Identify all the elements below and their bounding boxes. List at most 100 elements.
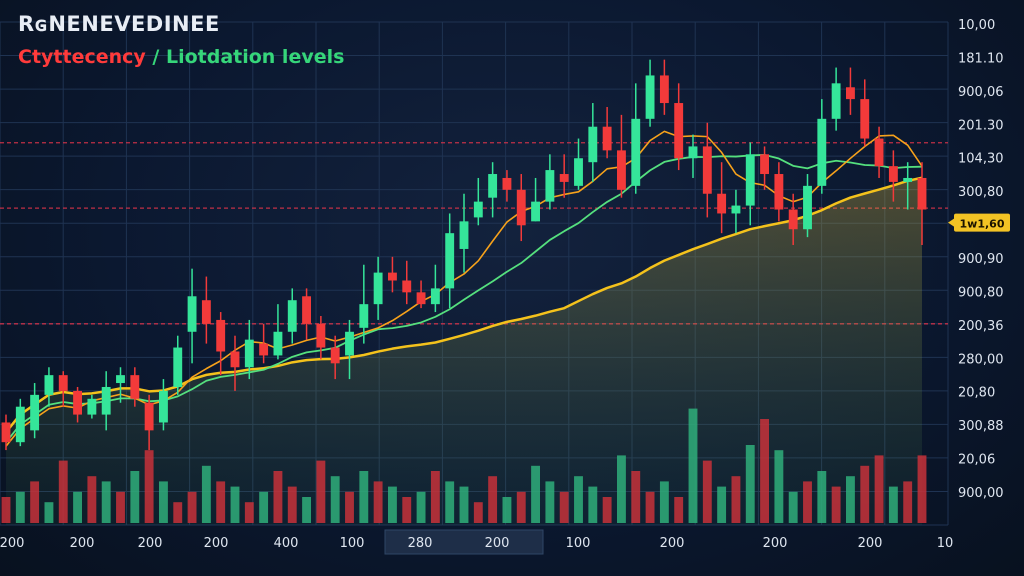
candle-body[interactable] [159,390,168,423]
volume-bar[interactable] [201,465,211,523]
volume-bar[interactable] [888,486,898,523]
volume-bar[interactable] [473,502,483,523]
candle-body[interactable] [345,331,354,356]
volume-bar[interactable] [688,408,698,523]
candle-body[interactable] [760,154,769,175]
candle-body[interactable] [1,422,11,443]
volume-bar[interactable] [73,491,82,523]
candle-body[interactable] [516,189,526,226]
candle-body[interactable] [803,185,812,230]
candle-body[interactable] [287,300,297,332]
volume-bar[interactable] [617,455,626,523]
candle-body[interactable] [860,99,870,139]
candle-body[interactable] [15,406,25,443]
candle-body[interactable] [531,201,540,222]
candle-body[interactable] [259,343,269,356]
volume-bar[interactable] [402,497,412,523]
candle-body[interactable] [216,319,226,352]
candle-body[interactable] [144,402,154,431]
candle-body[interactable] [58,375,68,391]
volume-bar[interactable] [502,497,512,523]
volume-bar[interactable] [30,481,40,523]
candle-body[interactable] [831,83,841,119]
volume-bar[interactable] [459,486,469,523]
candle-body[interactable] [416,292,426,305]
candle-body[interactable] [917,177,927,210]
candle-body[interactable] [602,126,612,151]
candle-body[interactable] [244,339,254,368]
volume-bar[interactable] [373,481,383,523]
candle-body[interactable] [44,375,54,395]
candle-body[interactable] [631,118,641,186]
volume-bar[interactable] [15,491,25,523]
volume-bar[interactable] [230,486,240,523]
volume-bar[interactable] [58,460,68,523]
candle-body[interactable] [788,209,798,230]
candle-body[interactable] [430,288,440,305]
candle-body[interactable] [674,103,684,159]
candle-body[interactable] [101,386,111,415]
volume-bar[interactable] [717,486,727,523]
candle-body[interactable] [817,118,827,186]
x-axis-range-highlight[interactable] [384,529,544,555]
candle-body[interactable] [688,146,698,159]
candle-body[interactable] [488,174,498,198]
candle-body[interactable] [402,280,412,293]
volume-bar[interactable] [559,491,569,523]
candle-body[interactable] [731,205,741,214]
volume-bar[interactable] [903,481,913,523]
volume-bar[interactable] [244,502,254,523]
volume-bar[interactable] [388,486,397,523]
volume-bar[interactable] [860,465,870,523]
candle-body[interactable] [388,272,397,281]
volume-bar[interactable] [316,460,326,523]
volume-bar[interactable] [846,476,855,523]
candle-body[interactable] [559,174,569,182]
candle-body[interactable] [173,347,183,387]
volume-bar[interactable] [674,497,684,523]
candle-body[interactable] [473,201,483,218]
candle-body[interactable] [659,75,669,104]
candle-body[interactable] [330,347,340,364]
candle-body[interactable] [617,150,626,190]
volume-bar[interactable] [788,491,798,523]
volume-bar[interactable] [731,476,741,523]
volume-bar[interactable] [287,486,297,523]
candle-body[interactable] [502,177,512,190]
candle-body[interactable] [273,331,283,356]
volume-bar[interactable] [602,497,612,523]
volume-bar[interactable] [445,481,455,523]
candle-body[interactable] [774,174,784,210]
volume-bar[interactable] [430,471,440,523]
volume-bar[interactable] [645,491,655,523]
candle-body[interactable] [201,300,211,324]
volume-bar[interactable] [101,481,111,523]
candle-body[interactable] [73,390,82,415]
volume-bar[interactable] [588,486,598,523]
volume-bar[interactable] [87,476,97,523]
volume-bar[interactable] [130,471,140,523]
volume-bar[interactable] [216,481,226,523]
candle-body[interactable] [459,221,469,249]
candle-body[interactable] [702,146,712,194]
volume-bar[interactable] [345,491,354,523]
volume-bar[interactable] [531,465,540,523]
candle-body[interactable] [745,154,755,206]
volume-bar[interactable] [159,481,168,523]
volume-bar[interactable] [44,502,54,523]
volume-bar[interactable] [831,486,841,523]
candle-body[interactable] [230,351,240,368]
candle-body[interactable] [874,138,884,167]
volume-bar[interactable] [359,471,369,523]
volume-bar[interactable] [187,491,197,523]
volume-bar[interactable] [874,455,884,523]
volume-bar[interactable] [302,497,311,523]
candle-body[interactable] [846,87,855,100]
volume-bar[interactable] [1,497,11,523]
volume-bar[interactable] [273,471,283,523]
volume-bar[interactable] [173,502,183,523]
volume-bar[interactable] [631,471,641,523]
candle-body[interactable] [717,193,727,214]
volume-bar[interactable] [144,450,154,523]
